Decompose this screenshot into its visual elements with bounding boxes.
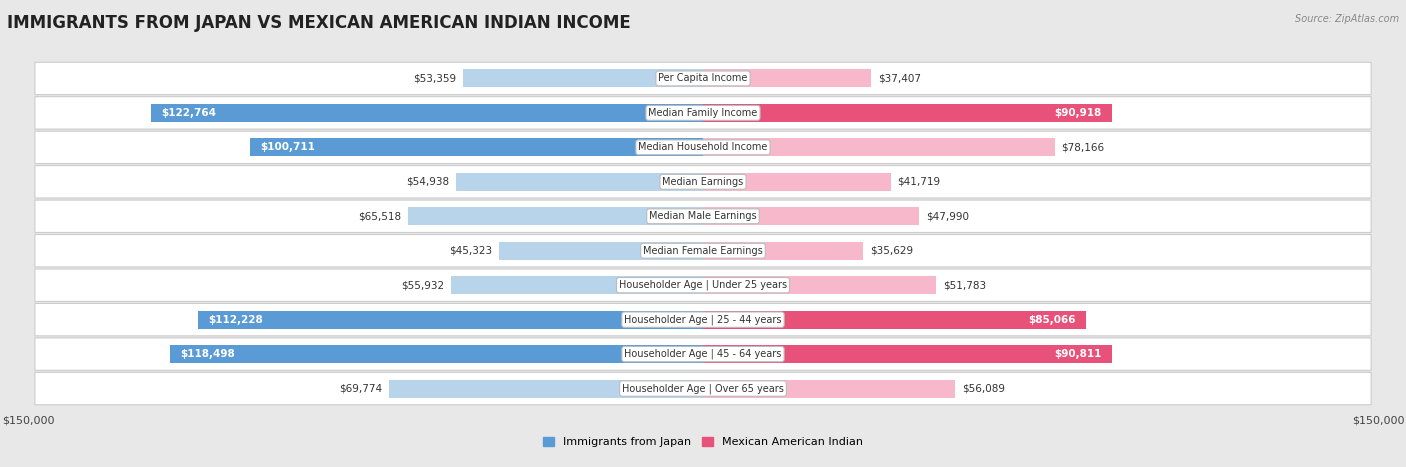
FancyBboxPatch shape bbox=[35, 200, 1371, 233]
Bar bbox=[499, 242, 703, 260]
FancyBboxPatch shape bbox=[35, 131, 1371, 163]
Bar bbox=[703, 311, 1085, 329]
Text: $78,166: $78,166 bbox=[1062, 142, 1105, 152]
FancyBboxPatch shape bbox=[35, 62, 1371, 95]
Text: Median Family Income: Median Family Income bbox=[648, 108, 758, 118]
Text: $90,918: $90,918 bbox=[1054, 108, 1102, 118]
Text: Source: ZipAtlas.com: Source: ZipAtlas.com bbox=[1295, 14, 1399, 24]
Bar bbox=[150, 104, 703, 122]
Bar bbox=[703, 242, 863, 260]
Text: $47,990: $47,990 bbox=[925, 211, 969, 221]
Text: $37,407: $37,407 bbox=[879, 73, 921, 84]
Bar bbox=[703, 207, 920, 225]
Text: $54,938: $54,938 bbox=[406, 177, 449, 187]
FancyBboxPatch shape bbox=[35, 269, 1371, 301]
Text: $112,228: $112,228 bbox=[208, 315, 263, 325]
Text: Householder Age | 45 - 64 years: Householder Age | 45 - 64 years bbox=[624, 349, 782, 359]
Bar bbox=[389, 380, 703, 397]
Text: $122,764: $122,764 bbox=[160, 108, 215, 118]
Bar bbox=[703, 380, 955, 397]
Text: Householder Age | Over 65 years: Householder Age | Over 65 years bbox=[621, 383, 785, 394]
Bar bbox=[703, 276, 936, 294]
Bar bbox=[408, 207, 703, 225]
Bar bbox=[703, 70, 872, 87]
Bar bbox=[170, 345, 703, 363]
Bar bbox=[463, 70, 703, 87]
Text: IMMIGRANTS FROM JAPAN VS MEXICAN AMERICAN INDIAN INCOME: IMMIGRANTS FROM JAPAN VS MEXICAN AMERICA… bbox=[7, 14, 631, 32]
Text: Householder Age | 25 - 44 years: Householder Age | 25 - 44 years bbox=[624, 314, 782, 325]
Text: $56,089: $56,089 bbox=[962, 383, 1005, 394]
Bar bbox=[456, 173, 703, 191]
Text: $35,629: $35,629 bbox=[870, 246, 912, 256]
FancyBboxPatch shape bbox=[35, 234, 1371, 267]
Text: Median Male Earnings: Median Male Earnings bbox=[650, 211, 756, 221]
Text: Per Capita Income: Per Capita Income bbox=[658, 73, 748, 84]
Text: Median Female Earnings: Median Female Earnings bbox=[643, 246, 763, 256]
Text: Median Earnings: Median Earnings bbox=[662, 177, 744, 187]
Text: $85,066: $85,066 bbox=[1028, 315, 1076, 325]
Text: Householder Age | Under 25 years: Householder Age | Under 25 years bbox=[619, 280, 787, 290]
Bar bbox=[250, 138, 703, 156]
FancyBboxPatch shape bbox=[35, 97, 1371, 129]
Text: Median Household Income: Median Household Income bbox=[638, 142, 768, 152]
Legend: Immigrants from Japan, Mexican American Indian: Immigrants from Japan, Mexican American … bbox=[538, 432, 868, 452]
Bar bbox=[703, 345, 1112, 363]
FancyBboxPatch shape bbox=[35, 372, 1371, 405]
FancyBboxPatch shape bbox=[35, 304, 1371, 336]
Text: $90,811: $90,811 bbox=[1054, 349, 1101, 359]
Text: $51,783: $51,783 bbox=[943, 280, 986, 290]
Bar bbox=[703, 173, 891, 191]
Bar bbox=[451, 276, 703, 294]
Bar bbox=[703, 138, 1054, 156]
Text: $45,323: $45,323 bbox=[449, 246, 492, 256]
Text: $65,518: $65,518 bbox=[359, 211, 402, 221]
Text: $69,774: $69,774 bbox=[339, 383, 382, 394]
Bar bbox=[703, 104, 1112, 122]
Text: $41,719: $41,719 bbox=[897, 177, 941, 187]
FancyBboxPatch shape bbox=[35, 338, 1371, 370]
Text: $118,498: $118,498 bbox=[180, 349, 235, 359]
Text: $55,932: $55,932 bbox=[402, 280, 444, 290]
Text: $100,711: $100,711 bbox=[260, 142, 315, 152]
Bar bbox=[198, 311, 703, 329]
Text: $53,359: $53,359 bbox=[413, 73, 456, 84]
FancyBboxPatch shape bbox=[35, 166, 1371, 198]
